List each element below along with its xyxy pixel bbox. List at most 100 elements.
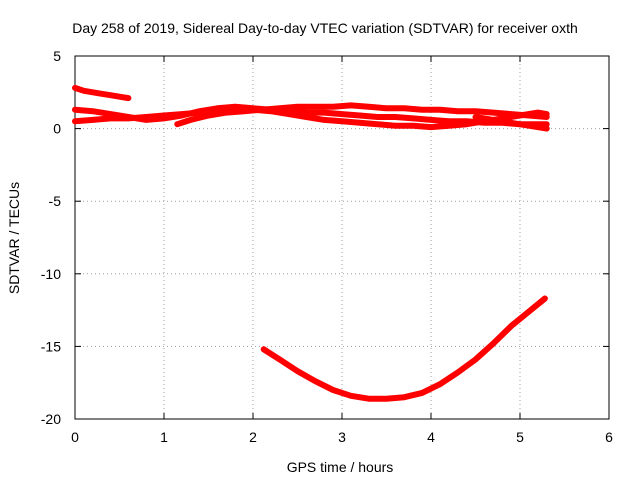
data-point [72, 85, 78, 91]
y-tick-label: -20 [41, 411, 61, 427]
data-point [330, 104, 336, 110]
y-axis-label: SDTVAR / TECUs [6, 182, 22, 294]
data-point [357, 120, 363, 126]
data-point [410, 123, 416, 129]
data-point [81, 88, 87, 94]
data-point [526, 308, 532, 315]
data-point [508, 111, 514, 117]
data-point [188, 117, 194, 123]
data-point [294, 368, 301, 374]
data-point [348, 102, 354, 108]
data-point [455, 108, 461, 114]
data-point [72, 118, 78, 124]
y-tick-label: -15 [41, 338, 61, 354]
data-point [490, 340, 496, 347]
x-tick-label: 4 [427, 429, 435, 445]
data-point [339, 111, 345, 117]
x-tick-label: 1 [160, 429, 168, 445]
series-arc-d [174, 102, 550, 128]
data-series [72, 84, 550, 402]
data-point [357, 112, 363, 119]
y-tick-label: 5 [53, 48, 61, 64]
data-point [174, 121, 180, 127]
data-point [143, 114, 149, 120]
data-point [161, 112, 167, 119]
x-tick-label: 0 [71, 429, 79, 445]
data-point [125, 115, 131, 122]
data-point [401, 105, 407, 111]
data-point [428, 124, 434, 130]
data-point [437, 107, 443, 113]
data-point [472, 114, 479, 120]
y-tick-label: -5 [49, 193, 62, 209]
y-tick-label: -10 [41, 266, 61, 282]
data-point [383, 396, 390, 402]
data-point [366, 104, 372, 110]
data-point [464, 121, 470, 127]
data-point [72, 107, 78, 113]
data-point [437, 381, 443, 387]
data-point [197, 110, 203, 116]
data-point [108, 92, 114, 98]
data-point [455, 369, 461, 376]
data-point [277, 105, 283, 111]
data-point [410, 115, 416, 122]
data-point [508, 120, 514, 126]
data-point [90, 117, 96, 123]
data-point [116, 94, 123, 100]
data-point [223, 110, 229, 116]
data-point [375, 114, 381, 120]
data-point [392, 114, 398, 120]
data-point [490, 110, 496, 116]
data-point [312, 104, 318, 110]
data-point [526, 112, 532, 119]
data-point [544, 126, 550, 132]
data-point [277, 356, 283, 363]
data-point [472, 108, 479, 114]
data-point [321, 110, 327, 116]
data-point [472, 356, 479, 363]
data-point [330, 387, 336, 393]
data-point [99, 91, 105, 97]
data-point [428, 117, 434, 123]
data-point [205, 112, 212, 119]
x-tick-label: 3 [338, 429, 346, 445]
data-point [392, 123, 398, 129]
data-point [348, 393, 354, 399]
data-point [383, 105, 390, 111]
x-tick-label: 2 [249, 429, 257, 445]
data-point [339, 118, 345, 124]
data-point [125, 95, 131, 101]
series-arc-c [72, 106, 550, 131]
data-point [241, 108, 247, 114]
data-point [490, 117, 496, 123]
grid [75, 56, 609, 419]
data-point [294, 104, 301, 110]
data-point [366, 396, 372, 402]
y-tick-label: 0 [53, 121, 61, 137]
data-point [303, 114, 309, 120]
axis-ticks: 0 1 2 3 4 5 6 5 0 -5 -10 -15 -20 [41, 48, 613, 445]
data-point [321, 117, 327, 123]
chart-title: Day 258 of 2019, Sidereal Day-to-day VTE… [72, 20, 578, 36]
data-point [259, 107, 265, 113]
data-point [401, 394, 407, 400]
data-point [508, 323, 514, 329]
data-point [542, 295, 548, 302]
data-point [446, 123, 452, 129]
data-point [108, 111, 114, 117]
data-point [90, 108, 96, 114]
x-tick-label: 6 [605, 429, 613, 445]
x-tick-label: 5 [516, 429, 524, 445]
data-point [261, 346, 267, 352]
x-axis-label: GPS time / hours [287, 459, 394, 475]
data-point [419, 107, 425, 113]
data-point [90, 89, 96, 95]
data-point [312, 378, 318, 384]
data-point [526, 123, 532, 129]
data-point [286, 111, 292, 117]
data-point [419, 390, 425, 396]
data-point [544, 114, 550, 120]
series-arc-f [260, 295, 548, 402]
